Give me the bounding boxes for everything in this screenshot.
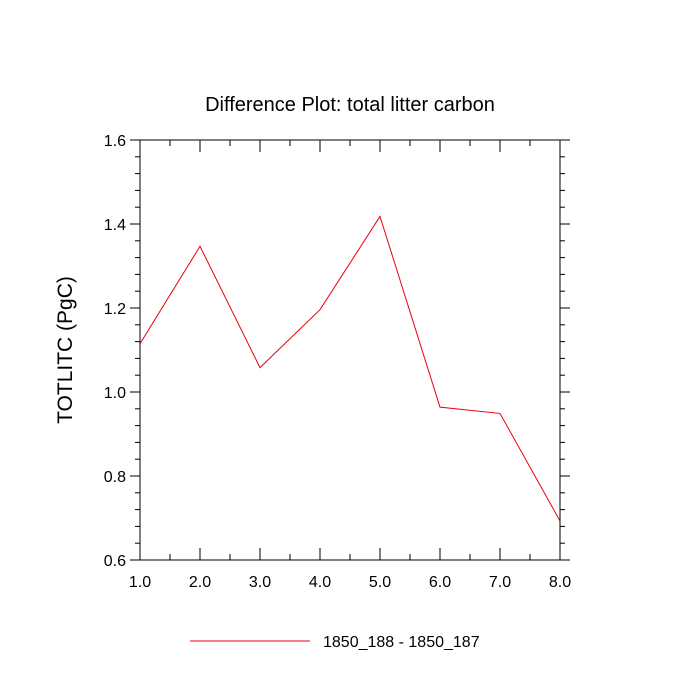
y-tick-label: 0.6 bbox=[104, 553, 126, 570]
x-tick-label: 1.0 bbox=[129, 574, 151, 591]
x-tick-label: 4.0 bbox=[309, 574, 331, 591]
x-tick-label: 5.0 bbox=[369, 574, 391, 591]
y-tick-label: 1.2 bbox=[104, 301, 126, 318]
legend: 1850_188 - 1850_187 bbox=[190, 634, 480, 651]
x-tick-label: 8.0 bbox=[549, 574, 571, 591]
y-tick-label: 1.4 bbox=[104, 217, 126, 234]
plot-frame bbox=[139, 139, 561, 561]
chart-title: Difference Plot: total litter carbon bbox=[205, 94, 495, 116]
y-tick-label: 0.8 bbox=[104, 469, 126, 486]
x-tick-label: 3.0 bbox=[249, 574, 271, 591]
y-tick-label: 1.0 bbox=[104, 385, 126, 402]
series-line-0 bbox=[139, 215, 561, 522]
x-tick-label: 7.0 bbox=[489, 574, 511, 591]
x-tick-label: 2.0 bbox=[189, 574, 211, 591]
y-axis-label: TOTLITC (PgC) bbox=[54, 276, 77, 424]
y-tick-label: 1.6 bbox=[104, 133, 126, 150]
x-tick-label: 6.0 bbox=[429, 574, 451, 591]
legend-label: 1850_188 - 1850_187 bbox=[323, 634, 480, 651]
